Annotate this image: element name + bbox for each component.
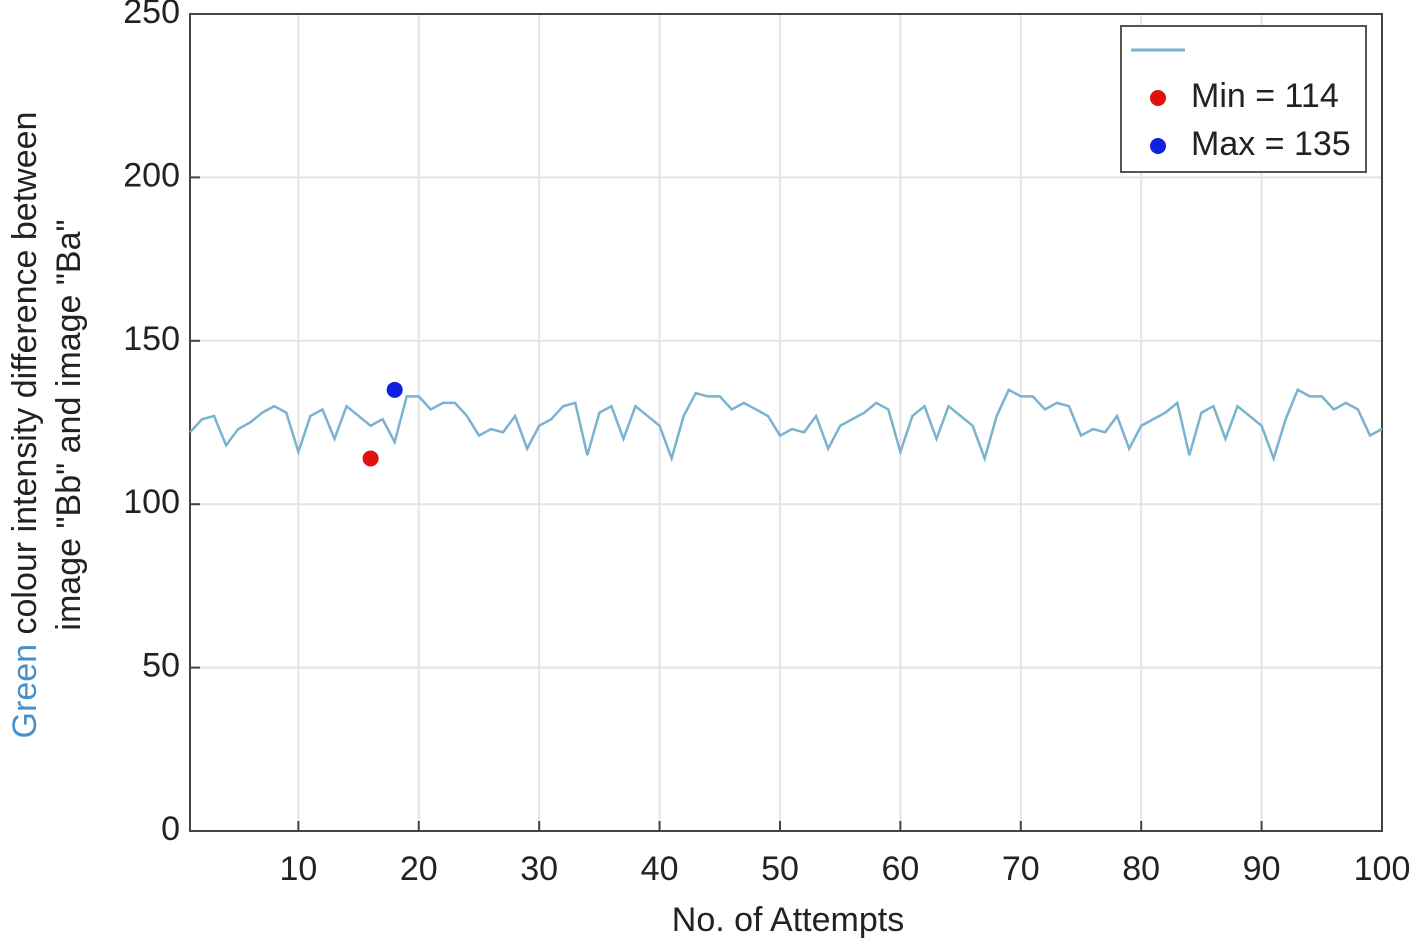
y-axis-label: Green colour intensity difference betwee… (6, 112, 88, 739)
y-label-line: Green colour intensity difference betwee… (6, 112, 44, 739)
data-point (362, 450, 379, 467)
x-tick-label: 40 (641, 850, 679, 888)
x-tick-label: 90 (1243, 850, 1281, 888)
x-tick-label: 30 (520, 850, 558, 888)
legend-marker (1150, 90, 1166, 106)
x-tick-label: 10 (279, 850, 317, 888)
data-point (386, 381, 403, 398)
data-line (189, 388, 1383, 463)
y-tick-label: 100 (123, 483, 180, 521)
y-label-line: image "Bb" and image "Ba" (50, 219, 88, 630)
x-tick-label: 80 (1122, 850, 1160, 888)
x-tick-label: 50 (761, 850, 799, 888)
y-label-highlight: Green (6, 644, 44, 739)
legend-label: Max = 135 (1191, 125, 1351, 163)
y-tick-label: 150 (123, 320, 180, 358)
x-tick-label: 70 (1002, 850, 1040, 888)
legend: Min = 114 Max = 135 (1120, 25, 1367, 173)
x-axis-label: No. of Attempts (672, 901, 904, 939)
x-tick-label: 20 (400, 850, 438, 888)
legend-marker (1150, 138, 1166, 154)
x-tick-label: 60 (881, 850, 919, 888)
legend-label: Min = 114 (1191, 77, 1339, 115)
y-tick-label: 200 (123, 156, 180, 194)
y-tick-label: 250 (123, 0, 180, 31)
y-label-rest: colour intensity difference between (6, 112, 44, 635)
x-tick-label: 100 (1354, 850, 1411, 888)
y-tick-label: 0 (161, 810, 180, 848)
y-tick-label: 50 (142, 647, 180, 685)
plot-frame (189, 13, 1383, 832)
